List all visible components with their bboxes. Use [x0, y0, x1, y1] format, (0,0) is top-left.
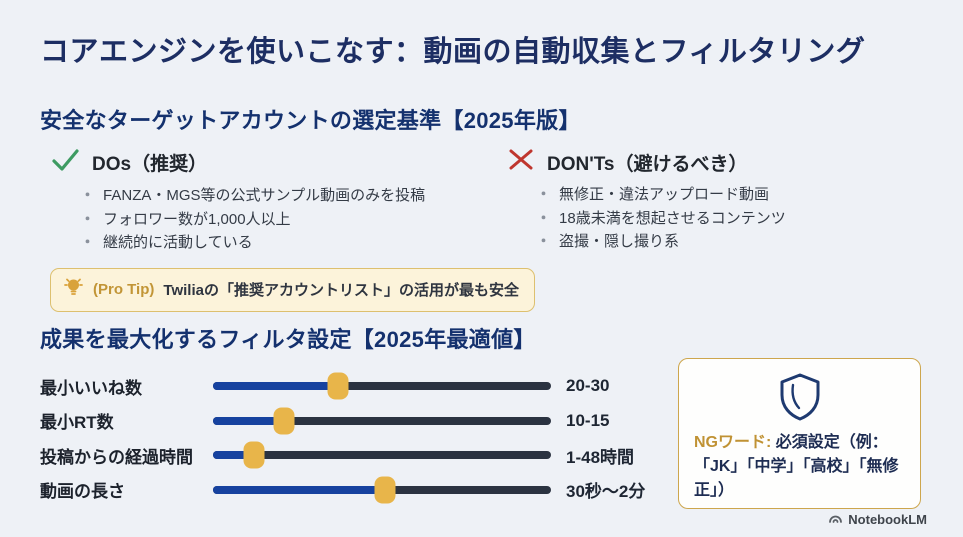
slider-row-min-retweets: 最小RT数 10-15	[40, 404, 660, 439]
slider-thumb[interactable]	[273, 407, 295, 435]
slider-label: 投稿からの経過時間	[40, 447, 193, 467]
slider-fill	[213, 485, 386, 494]
filters-heading: 成果を最大化するフィルタ設定【2025年最適値】	[40, 327, 536, 352]
list-item-text: 継続的に活動している	[103, 234, 253, 252]
list-item: ・盗撮・隠し撮り系	[536, 230, 923, 254]
notebooklm-icon	[828, 511, 843, 528]
check-icon	[52, 148, 79, 177]
lightbulb-icon	[63, 276, 84, 303]
ng-word-detail: 必須設定（例：「JK」「中学」「高校」「無修正」）	[694, 434, 899, 499]
bullet-dot-icon: ・	[80, 210, 96, 228]
list-item-text: 18歳未満を想起させるコンテンツ	[559, 209, 786, 227]
bullet-dot-icon: ・	[536, 186, 552, 203]
notebooklm-logo: NotebookLM	[828, 511, 927, 528]
bullet-dot-icon: ・	[80, 234, 96, 252]
criteria-heading: 安全なターゲットアカウントの選定基準【2025年版】	[40, 108, 581, 133]
bullet-dot-icon: ・	[80, 187, 96, 204]
filter-settings-section: 成果を最大化するフィルタ設定【2025年最適値】 最小いいね数 20-30 最小…	[40, 322, 923, 522]
donts-label: DON'Ts（避けるべき）	[547, 153, 748, 175]
slider-track[interactable]	[213, 407, 551, 435]
slider-label: 最小いいね数	[40, 378, 142, 398]
bullet-dot-icon: ・	[536, 209, 552, 227]
criteria-columns: DOs（推奨） ・ FANZA・MGS等の公式サンプル動画のみを投稿 ・フォロワー…	[40, 148, 923, 313]
cross-icon	[508, 148, 534, 176]
slider-value: 1-48時間	[566, 447, 635, 467]
page-title: コアエンジンを使いこなす：動画の自動収集とフィルタリング	[40, 36, 866, 68]
slider-value: 10-15	[566, 410, 610, 430]
slider-row-min-likes: 最小いいね数 20-30	[40, 369, 660, 404]
slider-thumb[interactable]	[327, 372, 349, 400]
list-item: ・ FANZA・MGS等の公式サンプル動画のみを投稿	[80, 184, 508, 208]
slider-thumb[interactable]	[243, 441, 265, 469]
list-item-text: FANZA・MGS等の公式サンプル動画のみを投稿	[103, 187, 426, 204]
ng-word-text: NGワード: 必須設定（例：「JK」「中学」「高校」「無修正」）	[694, 431, 905, 503]
slider-thumb[interactable]	[374, 476, 396, 504]
donts-column: DON'Ts（避けるべき） ・無修正・違法アップロード動画 ・ 18歳未満を想起さ…	[508, 148, 923, 312]
list-item-text: フォロワー数が1,000人以上	[103, 210, 291, 228]
list-item: ・無修正・違法アップロード動画	[536, 183, 923, 207]
pro-tip-text: Twiliaの「推奨アカウントリスト」の活用が最も安全	[163, 282, 519, 300]
ng-word-label: NGワード:	[694, 434, 772, 451]
bullet-dot-icon: ・	[536, 233, 552, 251]
slider-track[interactable]	[213, 476, 551, 504]
dos-column: DOs（推奨） ・ FANZA・MGS等の公式サンプル動画のみを投稿 ・フォロワー…	[40, 148, 535, 313]
slider-track[interactable]	[213, 372, 551, 400]
dos-list: ・ FANZA・MGS等の公式サンプル動画のみを投稿 ・フォロワー数が1,000人…	[80, 184, 508, 255]
slider-rows: 最小いいね数 20-30 最小RT数 10-15 投稿からの経過時間 1-48時…	[40, 369, 660, 507]
list-item: ・フォロワー数が1,000人以上	[80, 208, 508, 232]
slider-label: 動画の長さ	[40, 482, 125, 502]
pro-tip-callout: (Pro Tip) Twiliaの「推奨アカウントリスト」の活用が最も安全	[50, 268, 535, 313]
slider-fill	[213, 451, 254, 460]
selection-criteria-section: 安全なターゲットアカウントの選定基準【2025年版】 DOs（推奨） ・ FANZ…	[40, 103, 923, 313]
list-item-text: 無修正・違法アップロード動画	[559, 186, 770, 203]
dos-header: DOs（推奨）	[52, 148, 508, 177]
slider-value: 20-30	[566, 376, 610, 396]
slider-row-elapsed-time: 投稿からの経過時間 1-48時間	[40, 438, 660, 473]
slider-fill	[213, 382, 339, 391]
list-item: ・継続的に活動している	[80, 231, 508, 255]
slider-track[interactable]	[213, 441, 551, 469]
dos-label: DOs（推奨）	[92, 154, 208, 175]
slider-fill	[213, 416, 284, 425]
pro-tip-label: (Pro Tip)	[93, 281, 155, 299]
slider-value: 30秒〜2分	[566, 482, 646, 502]
ng-word-box: NGワード: 必須設定（例：「JK」「中学」「高校」「無修正」）	[678, 358, 921, 509]
list-item-text: 盗撮・隠し撮り系	[559, 233, 680, 251]
donts-header: DON'Ts（避けるべき）	[508, 148, 923, 176]
donts-list: ・無修正・違法アップロード動画 ・ 18歳未満を想起させるコンテンツ ・盗撮・隠し…	[536, 183, 923, 254]
shield-icon	[780, 373, 819, 421]
list-item: ・ 18歳未満を想起させるコンテンツ	[536, 207, 923, 231]
slider-row-video-length: 動画の長さ 30秒〜2分	[40, 473, 660, 508]
brand-text: NotebookLM	[848, 512, 927, 527]
slider-label: 最小RT数	[40, 413, 114, 433]
